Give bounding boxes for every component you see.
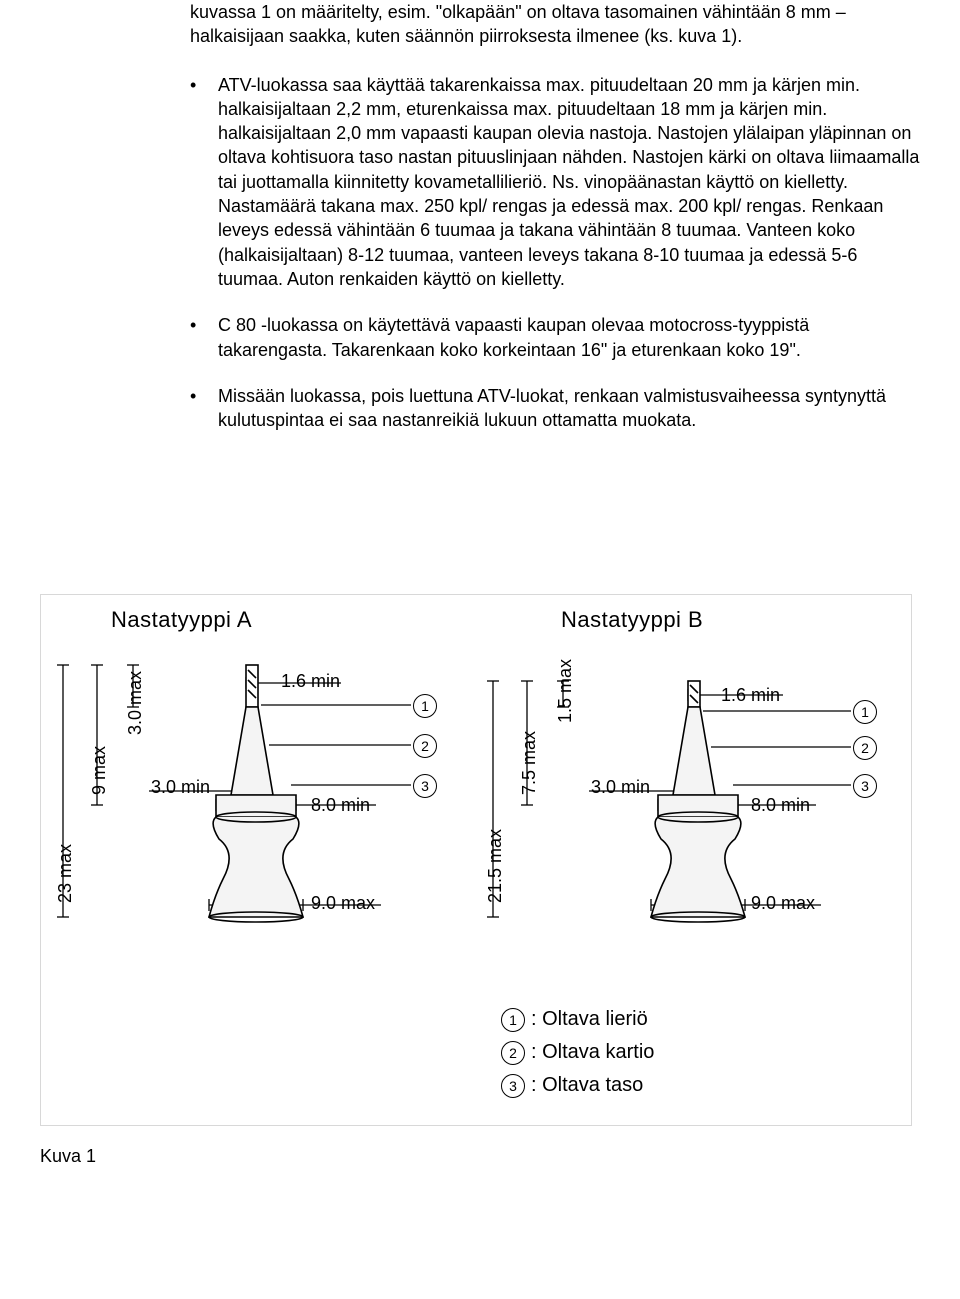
stud-b-drawing bbox=[471, 595, 911, 955]
legend-2-text: : Oltava kartio bbox=[531, 1039, 654, 1066]
figure-legend: 1 : Oltava lieriö 2 : Oltava kartio 3 : … bbox=[501, 1006, 654, 1105]
legend-3-icon: 3 bbox=[501, 1074, 525, 1098]
figure-1: Nastatyyppi A 23 max 9 max 3.0 max 1.6 m… bbox=[40, 594, 912, 1126]
bullet-list: ATV-luokassa saa käyttää takarenkaissa m… bbox=[40, 73, 920, 433]
legend-1-text: : Oltava lieriö bbox=[531, 1006, 648, 1033]
intro-paragraph: kuvassa 1 on määritelty, esim. "olkapään… bbox=[40, 0, 920, 49]
legend-3-text: : Oltava taso bbox=[531, 1072, 643, 1099]
stud-a-drawing bbox=[41, 595, 471, 955]
legend-1-icon: 1 bbox=[501, 1008, 525, 1032]
bullet-item: Missään luokassa, pois luettuna ATV-luok… bbox=[190, 384, 920, 433]
figure-caption: Kuva 1 bbox=[40, 1144, 920, 1168]
bullet-item: C 80 -luokassa on käytettävä vapaasti ka… bbox=[190, 313, 920, 362]
legend-2-icon: 2 bbox=[501, 1041, 525, 1065]
bullet-item: ATV-luokassa saa käyttää takarenkaissa m… bbox=[190, 73, 920, 292]
